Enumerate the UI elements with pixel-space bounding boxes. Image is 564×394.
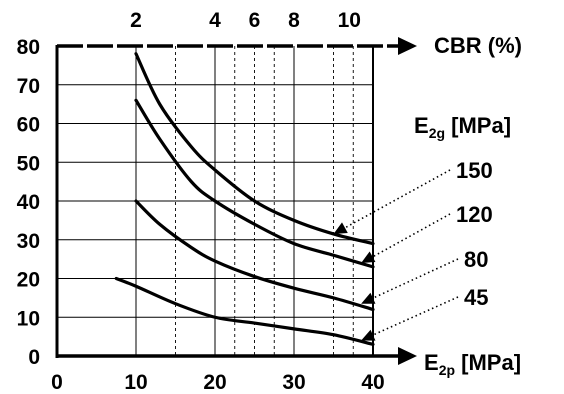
y-tick-label: 50 — [17, 152, 40, 175]
x-tick-label: 40 — [361, 371, 384, 394]
y-tick-label: 60 — [17, 114, 40, 137]
x-tick-label: 30 — [282, 371, 305, 394]
cbr-tick-label: 10 — [338, 9, 361, 32]
x-axis-arrowhead — [398, 347, 417, 365]
leader-arrowhead-45 — [361, 329, 376, 341]
axes-layer — [55, 37, 417, 365]
x-tick-label: 20 — [203, 371, 226, 394]
curve-80 — [134, 199, 375, 312]
x-tick-label: 0 — [51, 371, 63, 394]
y-tick-label: 0 — [28, 346, 40, 369]
leaders-layer — [333, 169, 459, 341]
cbr-axis-title: CBR (%) — [434, 33, 522, 58]
curve-120 — [134, 98, 375, 269]
series-label-45: 45 — [464, 285, 488, 310]
series-label-150: 150 — [456, 158, 493, 183]
y-tick-label: 80 — [17, 36, 40, 59]
cbr-tick-label: 6 — [249, 9, 261, 32]
cbr-tick-label: 4 — [209, 9, 221, 32]
x-axis-title: E2p [MPa] — [424, 350, 521, 378]
leader-arrowhead-80 — [361, 292, 376, 304]
cbr-tick-label: 2 — [130, 9, 142, 32]
y-tick-label: 70 — [17, 75, 40, 98]
cbr-axis-arrowhead — [398, 37, 417, 55]
y-tick-label: 40 — [17, 191, 40, 214]
curves-layer — [114, 52, 375, 346]
cbr-tick-label: 8 — [288, 9, 300, 32]
leader-arrowhead-150 — [333, 222, 348, 234]
curve-150 — [134, 52, 375, 246]
curve-45 — [114, 276, 375, 346]
leader-line-45 — [364, 296, 459, 340]
leader-line-80 — [364, 258, 459, 303]
y-tick-label: 20 — [17, 269, 40, 292]
legend-title: E2g [MPa] — [414, 113, 511, 141]
x-tick-label: 10 — [124, 371, 147, 394]
series-label-120: 120 — [456, 202, 493, 227]
leader-line-120 — [364, 213, 451, 262]
y-tick-label: 30 — [17, 230, 40, 253]
leader-arrowhead-120 — [361, 251, 376, 263]
y-tick-label: 10 — [17, 307, 40, 330]
leader-line-150 — [337, 169, 451, 233]
series-label-80: 80 — [464, 247, 488, 272]
text-layer: 0 10 20 30 40 50 60 70 80 0 10 20 30 40 2 4 6 8 10 CBR (%) E… — [17, 9, 522, 394]
